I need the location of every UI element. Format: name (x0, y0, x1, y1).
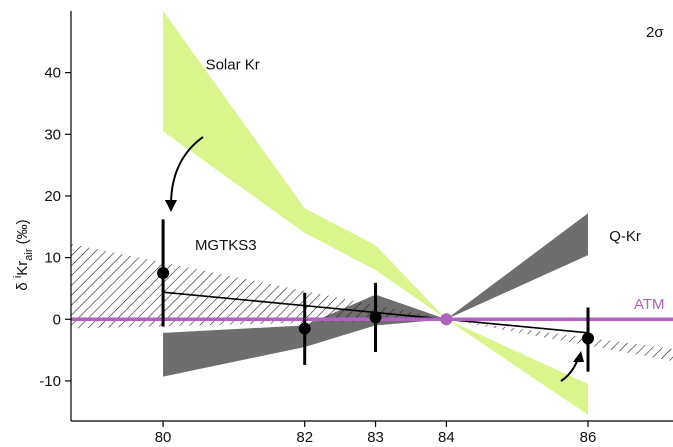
x-tick-label: 86 (580, 429, 597, 446)
y-tick-label: 30 (44, 126, 61, 143)
y-tick-label: 0 (53, 311, 61, 328)
x-tick-label: 80 (155, 429, 172, 446)
y-axis-label-main: Kr (14, 261, 31, 276)
y-tick-label: 20 (44, 188, 61, 205)
label-q-kr: Q-Kr (609, 228, 641, 245)
data-point (157, 267, 170, 280)
label-mgtks3: MGTKS3 (195, 237, 257, 254)
atm-marker (440, 313, 453, 326)
y-tick-label: 40 (44, 65, 61, 82)
data-point (369, 311, 382, 324)
band-hatched (71, 244, 673, 362)
arrow-qkr-head (573, 351, 584, 362)
atm-label: ATM (634, 296, 665, 313)
band-solar-kr (163, 11, 589, 415)
y-axis-label-prefix: δ (14, 282, 31, 290)
data-point (298, 322, 311, 335)
y-axis-label-suffix: (‰) (14, 219, 31, 248)
x-tick-label: 84 (438, 429, 455, 446)
y-axis-label-sub: air (23, 248, 35, 261)
data-point (582, 332, 595, 345)
label-solar-kr: Solar Kr (206, 57, 260, 74)
y-tick-label: 10 (44, 250, 61, 267)
x-tick-label: 82 (296, 429, 313, 446)
y-axis-label: δ iKrair (‰) (12, 219, 35, 290)
corner-label: 2σ (646, 24, 664, 41)
y-axis-label-sup: i (12, 276, 24, 278)
y-tick-label: -10 (39, 373, 61, 390)
x-tick-label: 83 (367, 429, 384, 446)
arrow-solar-curve (170, 136, 204, 206)
arrow-solar-head (165, 200, 177, 212)
